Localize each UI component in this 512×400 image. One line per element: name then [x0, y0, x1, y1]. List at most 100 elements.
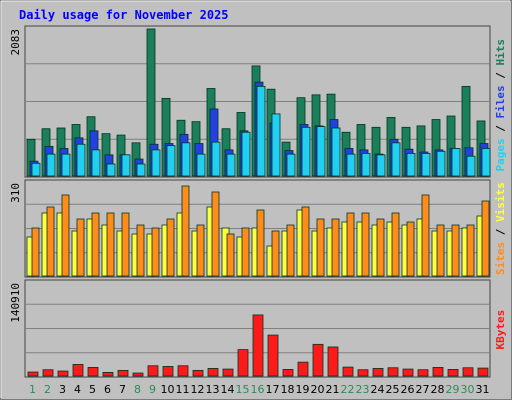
bar-sites-day-9	[151, 227, 160, 277]
x-tick-label-day-31: 31	[476, 383, 490, 396]
bar-kbytes-day-14	[222, 368, 234, 377]
bar-sites-day-11	[181, 185, 190, 277]
x-tick-label-day-10: 10	[161, 383, 175, 396]
bar-sites-day-29	[451, 224, 460, 277]
legend-separator: /	[494, 222, 507, 242]
panel-kbytes: 140910 KBytes	[9, 279, 507, 378]
bar-kbytes-day-4	[72, 364, 84, 377]
legend-entry-kbytes: KBytes	[494, 310, 507, 350]
bar-sites-day-20	[316, 218, 325, 277]
bar-kbytes-day-22	[342, 366, 354, 377]
bar-sites-day-21	[331, 218, 340, 277]
bar-kbytes-day-9	[147, 365, 159, 377]
x-tick-label-day-14: 14	[221, 383, 235, 396]
legend-entry-pages: Pages	[494, 138, 507, 171]
x-tick-label-day-18: 18	[281, 383, 295, 396]
bar-kbytes-day-17	[267, 334, 279, 377]
bar-sites-day-4	[76, 218, 85, 277]
x-tick-label-day-28: 28	[431, 383, 445, 396]
bar-kbytes-day-10	[162, 366, 174, 377]
bar-sites-day-7	[121, 212, 130, 277]
panel-hits-files-pages: 2083 Pages / Files / Hits	[9, 25, 507, 178]
bar-kbytes-day-30	[462, 367, 474, 377]
chart-title: Daily usage for November 2025	[19, 8, 229, 22]
bar-pages-day-15	[241, 131, 251, 177]
x-tick-label-day-2: 2	[44, 383, 51, 396]
x-tick-label-day-13: 13	[206, 383, 220, 396]
bar-sites-day-19	[301, 206, 310, 277]
bar-kbytes-day-7	[117, 369, 129, 377]
x-tick-label-day-9: 9	[149, 383, 156, 396]
bar-kbytes-day-15	[237, 349, 249, 377]
bar-sites-day-15	[241, 227, 250, 277]
bar-pages-day-4	[76, 143, 86, 177]
bar-pages-day-30	[466, 155, 476, 177]
bar-sites-day-8	[136, 224, 145, 277]
x-tick-label-day-19: 19	[296, 383, 310, 396]
bar-kbytes-day-12	[192, 369, 204, 377]
x-tick-label-day-22: 22	[341, 383, 355, 396]
x-tick-label-day-26: 26	[401, 383, 415, 396]
bar-kbytes-day-19	[297, 361, 309, 377]
legend-entry-files: Files	[494, 85, 507, 118]
bar-pages-day-28	[436, 150, 446, 177]
bar-kbytes-day-18	[282, 369, 294, 377]
bar-sites-day-25	[391, 212, 400, 277]
bar-sites-day-3	[61, 194, 70, 277]
bar-pages-day-20	[316, 126, 326, 177]
bar-sites-day-26	[406, 221, 415, 277]
panels-group: 2083 Pages / Files / Hits 310 Sites / Visit…	[9, 25, 507, 378]
x-tick-label-day-24: 24	[371, 383, 385, 396]
bar-sites-day-23	[361, 212, 370, 277]
bar-kbytes-day-8	[132, 372, 144, 377]
bar-kbytes-day-23	[357, 369, 369, 377]
x-tick-label-day-23: 23	[356, 383, 370, 396]
bar-sites-day-2	[46, 206, 55, 277]
bar-sites-day-27	[421, 194, 430, 277]
bar-pages-day-31	[481, 148, 491, 177]
y-max-label-kbytes: 140910	[9, 283, 22, 323]
x-tick-label-day-16: 16	[251, 383, 265, 396]
y-max-label-visits-sites: 310	[9, 183, 22, 203]
x-tick-label-day-17: 17	[266, 383, 280, 396]
x-tick-label-day-20: 20	[311, 383, 325, 396]
x-tick-label-day-6: 6	[104, 383, 111, 396]
bar-pages-day-19	[301, 126, 311, 177]
bar-pages-day-23	[361, 153, 371, 177]
bar-sites-day-13	[211, 191, 220, 277]
x-tick-label-day-30: 30	[461, 383, 475, 396]
bar-pages-day-10	[166, 145, 176, 177]
legend-kbytes: KBytes	[494, 310, 507, 350]
bar-sites-day-30	[466, 224, 475, 277]
bar-sites-day-14	[226, 233, 235, 277]
bar-pages-day-14	[226, 153, 236, 177]
legend-entry-sites: Sites	[494, 242, 507, 275]
bar-pages-day-25	[391, 142, 401, 177]
legend-visits-sites: Sites / Visits	[494, 182, 507, 275]
x-tick-label-day-21: 21	[326, 383, 340, 396]
x-tick-label-day-12: 12	[191, 383, 205, 396]
bar-pages-day-8	[136, 163, 146, 177]
x-tick-label-day-1: 1	[29, 383, 36, 396]
bar-kbytes-day-27	[417, 369, 429, 377]
bar-sites-day-17	[271, 230, 280, 277]
bar-kbytes-day-29	[447, 369, 459, 377]
y-max-label-hits-files-pages: 2083	[9, 29, 22, 56]
legend-entry-hits: Hits	[494, 39, 507, 66]
bar-kbytes-day-2	[42, 369, 54, 377]
bar-kbytes-day-25	[387, 367, 399, 377]
bar-pages-day-26	[406, 153, 416, 177]
bar-sites-day-31	[481, 200, 490, 277]
bar-sites-day-5	[91, 212, 100, 277]
panel-visits-sites: 310 Sites / Visits	[9, 179, 507, 278]
bar-pages-day-13	[211, 141, 221, 177]
bar-kbytes-day-26	[402, 368, 414, 377]
bar-sites-day-1	[31, 227, 40, 277]
bar-kbytes-day-21	[327, 346, 339, 377]
bar-pages-day-6	[106, 163, 116, 177]
bar-kbytes-day-31	[477, 367, 489, 377]
bar-pages-day-29	[451, 148, 461, 177]
bar-pages-day-2	[46, 153, 56, 177]
bar-kbytes-day-20	[312, 343, 324, 377]
